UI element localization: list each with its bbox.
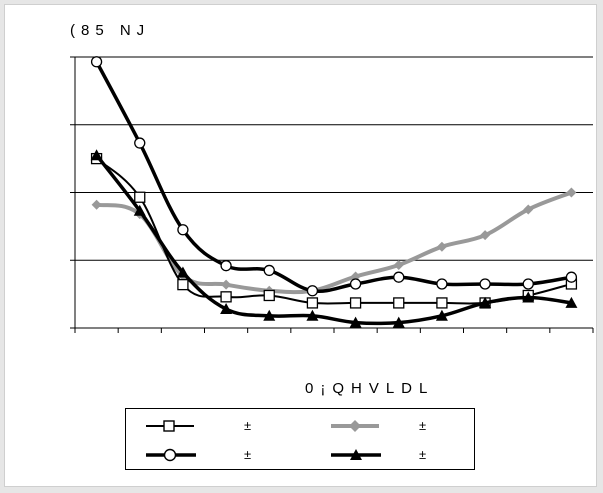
- data-point-square: [436, 297, 448, 309]
- data-point-diamond: [566, 187, 577, 198]
- data-point-circle: [393, 271, 405, 283]
- data-point-triangle: [522, 291, 535, 303]
- legend-marker-square-icon: [146, 420, 194, 432]
- data-point-triangle: [133, 204, 146, 216]
- series-line-2: [96, 190, 573, 295]
- data-point-circle: [522, 278, 534, 290]
- data-point-circle: [177, 224, 189, 236]
- legend-item-series-4: ±: [301, 442, 471, 468]
- data-point-square: [393, 297, 405, 309]
- data-point-square: [349, 297, 362, 309]
- series-line-1: [95, 157, 572, 305]
- data-point-square: [263, 289, 275, 302]
- data-point-circle: [90, 56, 103, 68]
- data-point-square: [306, 297, 319, 309]
- legend-label: ±: [419, 447, 427, 462]
- data-point-triangle: [392, 316, 405, 328]
- data-point-triangle: [220, 303, 233, 315]
- legend-marker-triangle-icon: [331, 449, 381, 460]
- data-point-square: [177, 278, 189, 291]
- legend-item-series-1: ±: [126, 413, 296, 439]
- legend: ± ± ± ±: [125, 408, 475, 470]
- data-point-diamond: [436, 241, 447, 252]
- data-point-diamond: [221, 279, 232, 290]
- data-point-circle: [479, 278, 491, 290]
- data-point-triangle: [90, 149, 103, 161]
- data-point-square: [134, 191, 146, 203]
- data-point-circle: [220, 260, 232, 272]
- legend-label: ±: [419, 418, 427, 433]
- data-point-diamond: [91, 199, 102, 210]
- data-point-circle: [349, 278, 362, 290]
- legend-label: ±: [244, 447, 252, 462]
- data-point-circle: [306, 285, 319, 297]
- data-point-triangle: [349, 316, 362, 328]
- data-point-square: [220, 291, 232, 303]
- data-point-triangle: [176, 266, 189, 278]
- legend-marker-circle-icon: [146, 448, 196, 462]
- x-axis-title: 0¡QHVLDL: [305, 380, 435, 397]
- data-point-circle: [134, 137, 146, 149]
- grid-lines: [75, 56, 593, 261]
- legend-label: ±: [244, 418, 252, 433]
- data-point-circle: [565, 271, 578, 283]
- data-point-diamond: [393, 259, 404, 270]
- data-point-circle: [263, 264, 275, 277]
- data-point-triangle: [479, 296, 492, 308]
- axes: [70, 56, 594, 333]
- data-point-circle: [436, 278, 448, 290]
- y-axis-title: (85 NJ: [70, 22, 151, 39]
- data-point-triangle: [435, 309, 448, 321]
- data-point-triangle: [263, 309, 276, 321]
- data-point-triangle: [565, 296, 578, 308]
- series-line-4: [95, 154, 572, 326]
- chart-frame: [4, 4, 597, 487]
- legend-marker-diamond-icon: [331, 420, 379, 432]
- legend-item-series-3: ±: [126, 442, 296, 468]
- legend-item-series-2: ±: [301, 413, 471, 439]
- series-lines: [90, 56, 578, 328]
- data-point-diamond: [523, 204, 534, 215]
- data-point-diamond: [480, 230, 491, 241]
- data-point-triangle: [306, 309, 319, 321]
